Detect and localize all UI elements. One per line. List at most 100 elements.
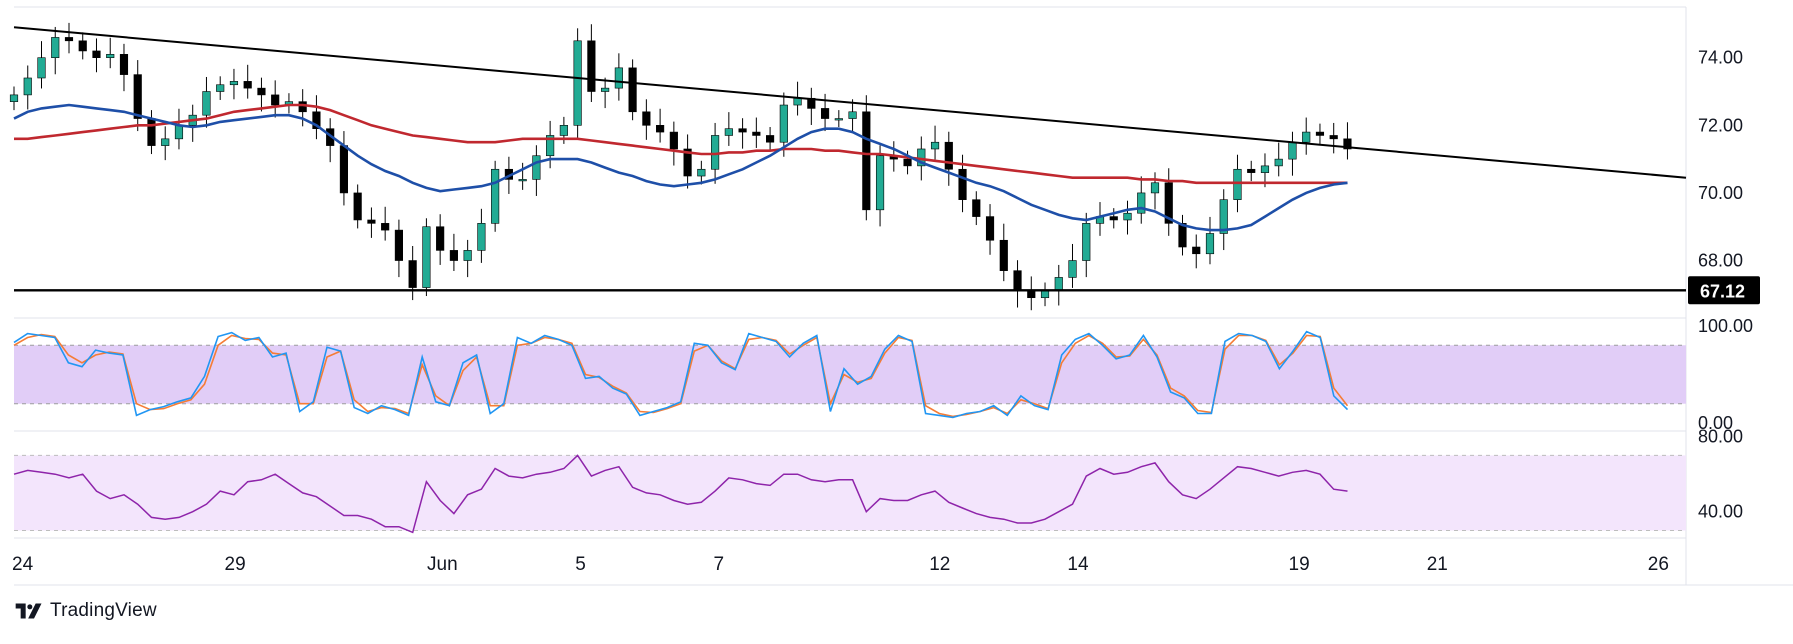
candle-down xyxy=(1013,270,1022,292)
candle-down xyxy=(766,135,775,143)
candle-up xyxy=(614,67,623,89)
candle-down xyxy=(408,260,417,288)
candle-down xyxy=(1247,168,1256,173)
rsi-tick-label: 40.00 xyxy=(1698,502,1743,522)
date-tick-label: 24 xyxy=(12,554,34,575)
candle-down xyxy=(367,219,376,224)
candle-up xyxy=(23,77,32,96)
candle-down xyxy=(1109,216,1118,221)
candle-down xyxy=(683,148,692,177)
candle-down xyxy=(312,111,321,129)
candle-up xyxy=(1205,233,1215,255)
candle-up xyxy=(1068,260,1077,278)
rsi-line xyxy=(13,454,1348,534)
candle-down xyxy=(972,199,981,217)
candle-down xyxy=(1178,223,1187,248)
candle-down xyxy=(381,223,390,231)
candle-down xyxy=(656,125,665,133)
candle-down xyxy=(1192,246,1201,255)
axes: 74.00 72.00 70.00 68.00 67.12 100.00 0.0080.00… xyxy=(12,48,1760,575)
candle-down xyxy=(133,74,142,119)
candle-down xyxy=(669,131,678,150)
candle-down xyxy=(394,229,403,261)
date-tick-label: 12 xyxy=(929,554,950,575)
candle-down xyxy=(64,37,74,42)
candle-up xyxy=(793,97,802,106)
candle-down xyxy=(628,67,637,113)
date-tick-label: 29 xyxy=(225,554,246,575)
candle-down xyxy=(78,40,87,52)
candle-up xyxy=(546,135,555,157)
date-tick-label: 7 xyxy=(713,554,724,575)
candle-up xyxy=(573,40,582,126)
price-tick-label: 72.00 xyxy=(1698,115,1743,135)
candle-down xyxy=(985,216,995,241)
candle-down xyxy=(862,111,871,211)
price-tick-label: 74.00 xyxy=(1698,48,1743,68)
candle-up xyxy=(106,54,115,59)
candle-up xyxy=(1137,192,1146,214)
current-price-label: 67.12 xyxy=(1700,281,1745,301)
candle-up xyxy=(559,125,568,136)
candle-down xyxy=(820,108,830,119)
current-price-tag xyxy=(1688,276,1760,305)
candle-up xyxy=(463,250,472,261)
candle-down xyxy=(271,94,280,106)
candle-up xyxy=(37,57,46,79)
candle-down xyxy=(1329,135,1338,140)
candle-up xyxy=(1150,182,1160,194)
candle-up xyxy=(930,141,940,150)
date-tick-label: 19 xyxy=(1289,554,1310,575)
candle-down xyxy=(353,192,362,221)
candle-down xyxy=(752,131,761,136)
date-tick-label: 14 xyxy=(1067,554,1089,575)
candle-down xyxy=(147,118,156,146)
candle-up xyxy=(875,155,885,211)
candle-down xyxy=(999,239,1008,271)
rsi-band xyxy=(14,455,1686,531)
candle-up xyxy=(1233,168,1242,200)
candle-up xyxy=(1219,199,1228,234)
candle-up xyxy=(422,226,431,288)
candle-down xyxy=(119,54,129,75)
tradingview-brand[interactable]: TradingView xyxy=(14,600,157,622)
candle-up xyxy=(1054,277,1063,292)
candle-up xyxy=(834,118,843,121)
candle-down xyxy=(587,40,596,92)
candle-up xyxy=(1123,212,1132,221)
candle-down xyxy=(449,250,458,261)
candle-up xyxy=(724,128,733,136)
date-tick-label: Jun xyxy=(427,554,458,575)
candle-up xyxy=(202,91,211,116)
candle-up xyxy=(711,135,720,170)
candle-up xyxy=(1302,131,1311,143)
candle-up xyxy=(697,168,706,177)
candle-down xyxy=(1164,182,1173,224)
rsi-pane xyxy=(13,454,1348,534)
candle-up xyxy=(1274,158,1283,167)
candle-up xyxy=(491,168,500,224)
stoch-tick-label: 100.00 xyxy=(1698,316,1753,336)
brand-name: TradingView xyxy=(50,600,157,621)
candle-down xyxy=(1027,290,1036,299)
candle-up xyxy=(161,138,170,146)
date-tick-label: 5 xyxy=(575,554,586,575)
candle-up xyxy=(477,223,486,251)
candle-up xyxy=(532,155,541,180)
stoch-tick-label: 0.00 xyxy=(1698,413,1733,433)
candle-down xyxy=(642,111,651,126)
candle-down xyxy=(944,141,953,170)
candle-up xyxy=(1288,141,1297,160)
stoch-k-line xyxy=(13,330,1349,419)
resistance-trendline xyxy=(13,26,1687,179)
candle-down xyxy=(92,50,101,59)
tradingview-logo-icon xyxy=(15,603,42,619)
price-tick-label: 68.00 xyxy=(1698,251,1743,271)
candle-up xyxy=(216,84,225,92)
rsi-tick-label: 80.00 xyxy=(1698,427,1743,447)
candle-up xyxy=(518,179,527,182)
stochastic-pane xyxy=(13,330,1349,419)
